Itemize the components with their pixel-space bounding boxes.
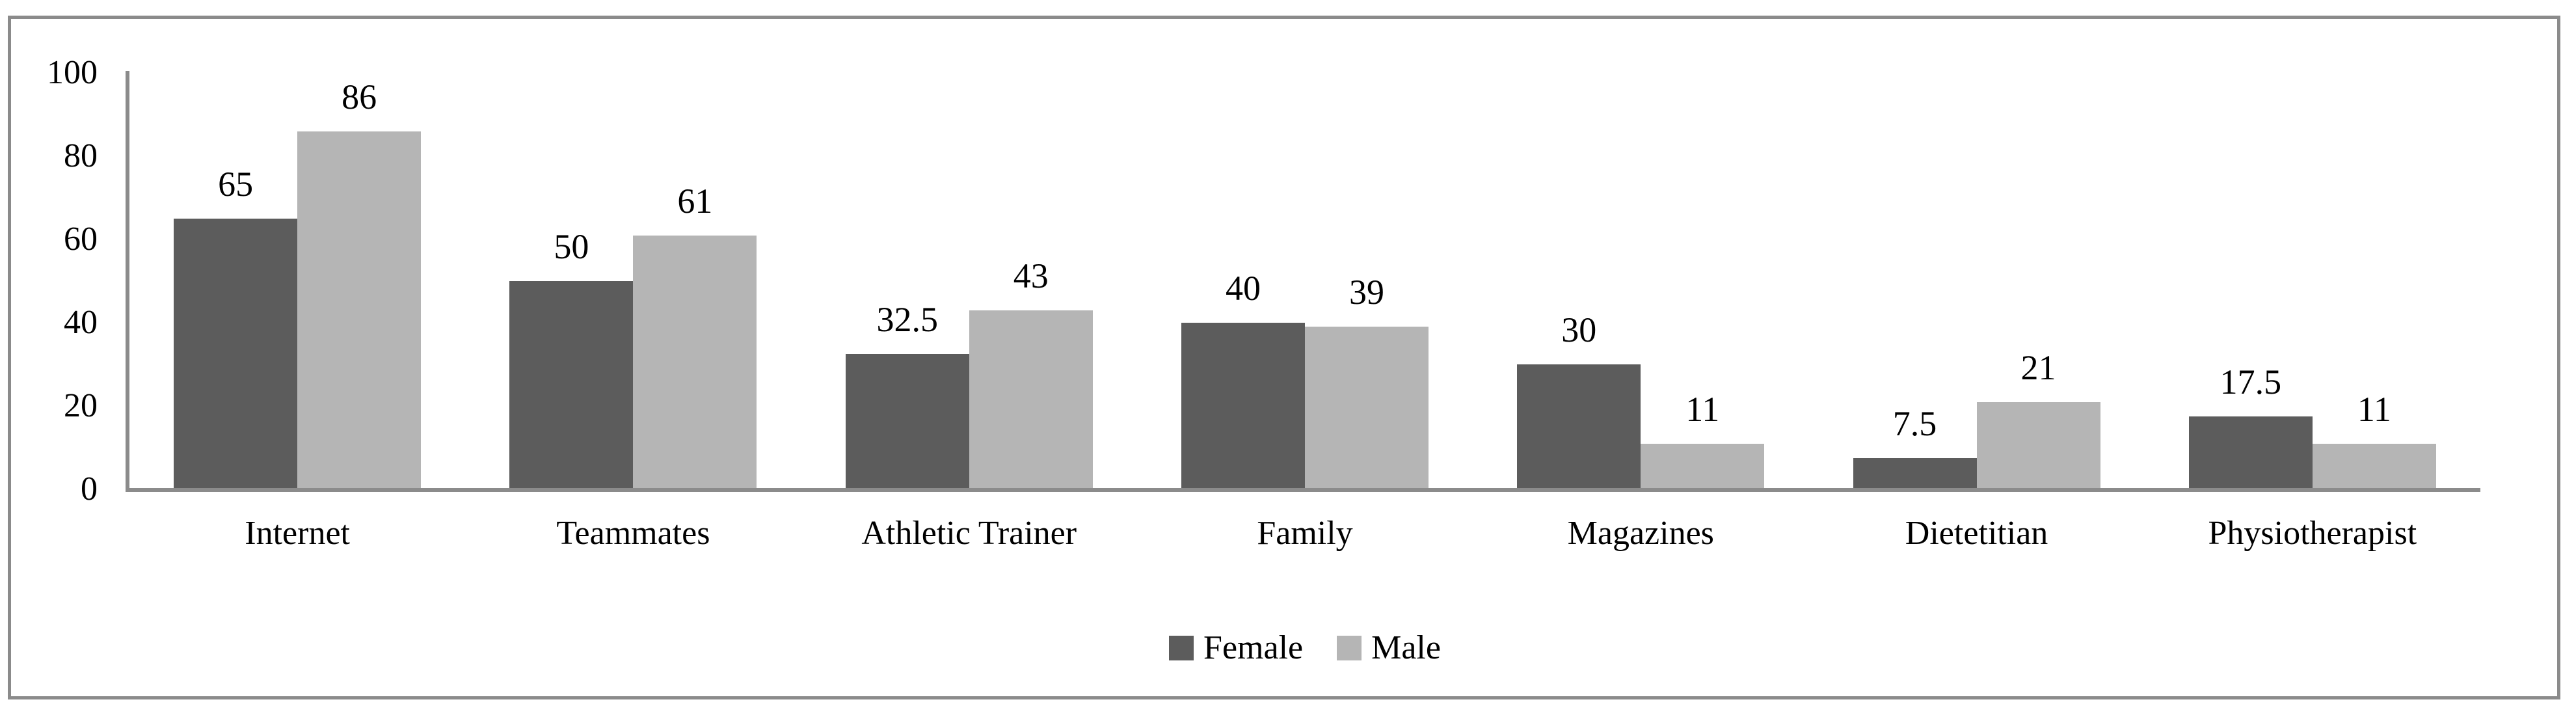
y-tick-label: 40 bbox=[64, 304, 98, 341]
bar-male-internet: 86 bbox=[297, 79, 422, 489]
bar-male-athletic-trainer: 43 bbox=[969, 258, 1093, 489]
bar-male-magazines: 11 bbox=[1641, 392, 1765, 489]
value-label: 30 bbox=[1561, 310, 1597, 349]
legend-item-male: Male bbox=[1337, 631, 1441, 665]
value-label: 11 bbox=[2357, 389, 2391, 429]
value-label: 40 bbox=[1225, 269, 1261, 308]
bar-female-teammates: 50 bbox=[509, 229, 634, 489]
value-label: 61 bbox=[677, 181, 713, 221]
category-label-internet: Internet bbox=[245, 515, 350, 552]
bar-male-family: 39 bbox=[1304, 275, 1429, 489]
y-tick-label: 60 bbox=[64, 221, 98, 258]
y-tick-label: 20 bbox=[64, 387, 98, 424]
bar-male-teammates: 61 bbox=[633, 183, 757, 489]
bar-pair: 7.5 21 bbox=[1853, 350, 2100, 489]
y-axis-line bbox=[126, 71, 129, 491]
bar-pair: 30 11 bbox=[1517, 312, 1765, 489]
value-label: 11 bbox=[1685, 389, 1720, 429]
category-label-teammates: Teammates bbox=[556, 515, 710, 552]
value-label: 21 bbox=[2020, 347, 2056, 387]
figure-border bbox=[8, 16, 2560, 699]
bar-pair: 65 86 bbox=[174, 79, 422, 489]
legend-swatch-female bbox=[1169, 636, 1194, 660]
x-axis-line bbox=[126, 488, 2480, 492]
value-label: 32.5 bbox=[876, 300, 938, 339]
bar-female-dietetitian: 7.5 bbox=[1853, 406, 1977, 489]
legend-swatch-male bbox=[1337, 636, 1362, 660]
plot-area: 65 86 50 61 32.5 43 40 39 30 11 7.5 21 17.5 11 bbox=[129, 73, 2480, 489]
category-label-physiotherapist: Physiotherapist bbox=[2208, 515, 2417, 552]
category-group-athletic-trainer: 32.5 43 bbox=[801, 73, 1137, 489]
legend-label: Female bbox=[1203, 629, 1304, 666]
bar-pair: 50 61 bbox=[509, 183, 757, 489]
bar-female-magazines: 30 bbox=[1517, 312, 1641, 489]
category-group-family: 40 39 bbox=[1137, 73, 1473, 489]
value-label: 39 bbox=[1348, 273, 1384, 312]
value-label: 65 bbox=[218, 165, 254, 204]
category-label-athletic-trainer: Athletic Trainer bbox=[861, 515, 1077, 552]
value-label: 7.5 bbox=[1892, 404, 1937, 443]
y-tick-label: 100 bbox=[47, 54, 98, 91]
value-label: 86 bbox=[342, 77, 377, 116]
category-label-family: Family bbox=[1257, 515, 1353, 552]
bar-female-internet: 65 bbox=[174, 167, 298, 489]
category-group-internet: 65 86 bbox=[129, 73, 465, 489]
category-group-teammates: 50 61 bbox=[465, 73, 801, 489]
bar-female-physiotherapist: 17.5 bbox=[2188, 364, 2313, 489]
legend-item-female: Female bbox=[1169, 631, 1303, 665]
category-group-physiotherapist: 17.5 11 bbox=[2145, 73, 2480, 489]
bar-female-athletic-trainer: 32.5 bbox=[845, 302, 969, 489]
category-label-magazines: Magazines bbox=[1567, 515, 1714, 552]
bar-pair: 40 39 bbox=[1181, 271, 1429, 489]
bar-male-physiotherapist: 11 bbox=[2312, 392, 2436, 489]
legend-label: Male bbox=[1371, 629, 1441, 666]
category-group-magazines: 30 11 bbox=[1473, 73, 1808, 489]
y-tick-label: 0 bbox=[81, 470, 98, 508]
value-label: 17.5 bbox=[2220, 362, 2282, 401]
value-label: 50 bbox=[554, 227, 589, 266]
legend: Female Male bbox=[129, 631, 2480, 665]
value-label: 43 bbox=[1013, 256, 1049, 295]
category-axis-labels: Internet Teammates Athletic Trainer Family M… bbox=[129, 513, 2480, 554]
bar-male-dietetitian: 21 bbox=[1976, 350, 2100, 489]
bar-pair: 32.5 43 bbox=[845, 258, 1093, 489]
category-label-dietetitian: Dietetitian bbox=[1905, 515, 2048, 552]
bar-pair: 17.5 11 bbox=[2188, 364, 2436, 489]
bar-female-family: 40 bbox=[1181, 271, 1305, 489]
y-tick-label: 80 bbox=[64, 137, 98, 174]
category-group-dietetitian: 7.5 21 bbox=[1808, 73, 2144, 489]
